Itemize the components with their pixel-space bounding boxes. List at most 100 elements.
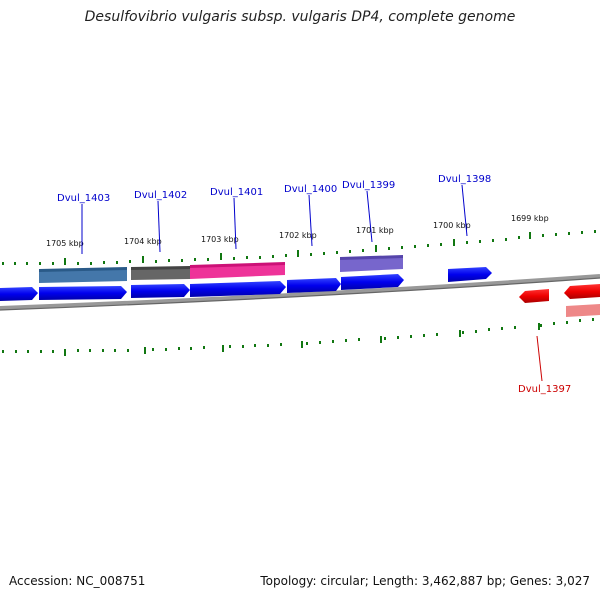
leader-line bbox=[157, 200, 161, 253]
ruler-tick-major bbox=[64, 258, 66, 265]
ruler-tick bbox=[15, 350, 17, 353]
ruler-tick bbox=[540, 324, 542, 327]
ruler-tick bbox=[501, 327, 503, 330]
gene-arrow-forward bbox=[341, 274, 404, 290]
ruler-tick bbox=[553, 322, 555, 325]
ruler-tick bbox=[310, 253, 312, 256]
ruler-tick bbox=[26, 262, 28, 265]
leader-line bbox=[461, 184, 468, 237]
ruler-tick bbox=[479, 240, 481, 243]
ruler-tick bbox=[336, 251, 338, 254]
ruler-tick bbox=[323, 252, 325, 255]
ruler-tick bbox=[542, 234, 544, 237]
ruler-tick bbox=[285, 254, 287, 257]
feature-bar-lightred bbox=[566, 304, 600, 317]
ruler-tick bbox=[259, 256, 261, 259]
ruler-tick bbox=[152, 348, 154, 351]
ruler-tick bbox=[114, 349, 116, 352]
ruler-tick-major bbox=[142, 256, 144, 263]
ruler-tick bbox=[233, 257, 235, 260]
ruler-tick bbox=[77, 262, 79, 265]
ruler-tick bbox=[52, 350, 54, 353]
ruler-tick bbox=[40, 350, 42, 353]
ruler-tick-major bbox=[222, 345, 224, 352]
gene-arrow-forward bbox=[190, 281, 286, 297]
ruler-tick bbox=[581, 231, 583, 234]
ruler-tick bbox=[362, 249, 364, 252]
gene-label: Dvul_1399 bbox=[342, 180, 395, 191]
ruler-tick bbox=[514, 326, 516, 329]
ruler-tick bbox=[466, 241, 468, 244]
ruler-label: 1705 kbp bbox=[46, 239, 84, 248]
gene-arrow-reverse bbox=[564, 284, 600, 299]
gene-arrow-forward bbox=[448, 267, 492, 282]
ruler-tick bbox=[566, 321, 568, 324]
ruler-tick-major bbox=[375, 245, 377, 252]
leader-line bbox=[536, 335, 543, 382]
feature-bar-teal bbox=[39, 268, 127, 283]
ruler-tick bbox=[555, 233, 557, 236]
ruler-label: 1703 kbp bbox=[201, 235, 239, 244]
ruler-tick-major bbox=[144, 347, 146, 354]
ruler-tick bbox=[306, 342, 308, 345]
ruler-tick bbox=[272, 255, 274, 258]
ruler-tick bbox=[2, 262, 4, 265]
ruler-tick bbox=[155, 260, 157, 263]
gene-labels: Dvul_1403 Dvul_1402 Dvul_1401 Dvul_1400 … bbox=[57, 174, 571, 395]
ruler-tick bbox=[127, 349, 129, 352]
ruler-tick bbox=[319, 341, 321, 344]
ruler-tick bbox=[14, 262, 16, 265]
ruler-tick-major bbox=[459, 330, 461, 337]
ruler-tick bbox=[410, 335, 412, 338]
feature-bar-teal-top bbox=[39, 267, 127, 272]
ruler-tick bbox=[178, 347, 180, 350]
ruler-tick bbox=[90, 262, 92, 265]
gene-arrow-forward bbox=[0, 287, 38, 301]
leader-line bbox=[366, 190, 373, 243]
ruler-tick bbox=[77, 349, 79, 352]
ruler-tick bbox=[280, 343, 282, 346]
feature-bar-gray bbox=[131, 267, 190, 280]
ruler-tick bbox=[242, 345, 244, 348]
gene-arrow-forward bbox=[287, 278, 341, 293]
ruler-tick bbox=[2, 350, 4, 353]
feature-track bbox=[39, 255, 600, 317]
ruler-tick bbox=[440, 243, 442, 246]
ruler-tick bbox=[401, 246, 403, 249]
ruler-tick bbox=[358, 338, 360, 341]
ruler-labels: 1705 kbp 1704 kbp 1703 kbp 1702 kbp 1701… bbox=[46, 214, 549, 248]
ruler-tick-major bbox=[297, 250, 299, 257]
ruler-label: 1700 kbp bbox=[433, 221, 471, 230]
gene-label: Dvul_1403 bbox=[57, 193, 110, 204]
ruler-tick bbox=[568, 232, 570, 235]
ruler-tick bbox=[103, 261, 105, 264]
ruler-tick bbox=[475, 330, 477, 333]
gene-label: Dvul_1401 bbox=[210, 187, 263, 198]
feature-bar-gray-top bbox=[131, 266, 190, 270]
leader-line bbox=[308, 194, 313, 247]
label-leaders bbox=[81, 184, 543, 382]
outer-ruler bbox=[2, 230, 596, 265]
ruler-tick bbox=[168, 259, 170, 262]
ruler-tick bbox=[492, 239, 494, 242]
ruler-tick-major bbox=[538, 323, 540, 330]
ruler-tick bbox=[246, 256, 248, 259]
ruler-tick bbox=[254, 344, 256, 347]
backbone-arc-shadow bbox=[0, 277, 600, 311]
genome-summary-text: Topology: circular; Length: 3,462,887 bp… bbox=[260, 574, 590, 588]
ruler-tick-major bbox=[453, 239, 455, 246]
accession-text: Accession: NC_008751 bbox=[9, 574, 146, 588]
ruler-tick bbox=[423, 334, 425, 337]
backbone-arc bbox=[0, 274, 600, 310]
reverse-genes bbox=[519, 284, 600, 303]
ruler-tick bbox=[229, 345, 231, 348]
ruler-label: 1701 kbp bbox=[356, 226, 394, 235]
ruler-tick bbox=[427, 244, 429, 247]
ruler-tick bbox=[384, 337, 386, 340]
ruler-tick-major bbox=[301, 341, 303, 348]
ruler-tick bbox=[129, 260, 131, 263]
ruler-tick bbox=[397, 336, 399, 339]
gene-arrow-forward bbox=[39, 286, 127, 300]
feature-bar-pink-top bbox=[190, 262, 285, 268]
